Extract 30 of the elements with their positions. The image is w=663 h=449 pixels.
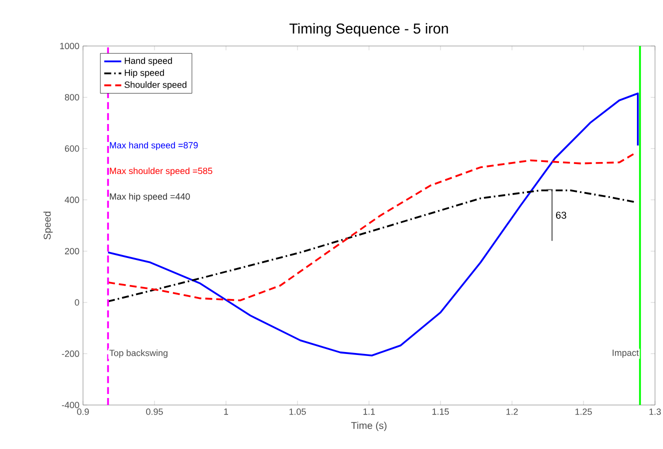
legend-label: Hip speed — [124, 69, 164, 78]
ref-line-label: Impact — [612, 350, 639, 358]
annotation: Max hip speed =440 — [110, 193, 190, 202]
y-tick-label: -200 — [62, 350, 80, 357]
legend-label: Hand speed — [124, 57, 172, 66]
y-axis-title: Speed — [43, 212, 53, 240]
y-tick-label: 1000 — [60, 42, 80, 50]
x-tick-label: 1.25 — [575, 408, 592, 415]
x-tick-label: 0.9 — [77, 408, 89, 415]
x-tick-label: 1.05 — [289, 408, 306, 415]
x-tick-label: 1 — [224, 408, 228, 415]
y-tick-label: 600 — [64, 145, 80, 152]
x-tick-label: 1.2 — [506, 408, 518, 415]
legend-label: Shoulder speed — [124, 81, 186, 90]
y-tick-label: 400 — [64, 196, 80, 204]
chart-title: Timing Sequence - 5 iron — [289, 23, 448, 37]
annotation: Max hand speed =879 — [110, 142, 198, 150]
y-tick-label: -400 — [62, 402, 80, 408]
x-tick-label: 1.15 — [432, 408, 449, 415]
y-tick-label: 800 — [64, 94, 80, 100]
x-tick-label: 1.1 — [363, 408, 375, 415]
annotation: Max shoulder speed =585 — [110, 167, 212, 176]
x-tick-label: 1.3 — [649, 408, 661, 415]
x-axis-title: Time (s) — [351, 422, 386, 431]
line-series — [107, 92, 639, 356]
annotation: 63 — [556, 212, 566, 219]
ref-line-label: Top backswing — [109, 350, 168, 358]
y-tick-label: 0 — [74, 299, 80, 306]
x-tick-label: 0.95 — [146, 408, 163, 415]
y-tick-label: 200 — [64, 248, 80, 254]
